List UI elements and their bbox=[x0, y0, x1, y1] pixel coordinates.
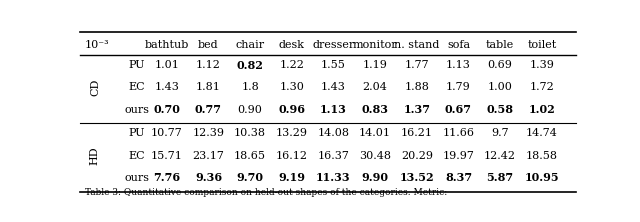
Text: 9.36: 9.36 bbox=[195, 172, 222, 183]
Text: 16.37: 16.37 bbox=[317, 151, 349, 161]
Text: 10⁻³: 10⁻³ bbox=[85, 40, 109, 50]
Text: 0.69: 0.69 bbox=[488, 60, 513, 70]
Text: 14.08: 14.08 bbox=[317, 129, 349, 139]
Text: 14.01: 14.01 bbox=[359, 129, 391, 139]
Text: 1.22: 1.22 bbox=[279, 60, 304, 70]
Text: 1.8: 1.8 bbox=[241, 82, 259, 92]
Text: 18.58: 18.58 bbox=[526, 151, 558, 161]
Text: desk: desk bbox=[279, 40, 305, 50]
Text: bed: bed bbox=[198, 40, 219, 50]
Text: 30.48: 30.48 bbox=[359, 151, 391, 161]
Text: 0.77: 0.77 bbox=[195, 104, 222, 115]
Text: 1.43: 1.43 bbox=[154, 82, 179, 92]
Text: 1.02: 1.02 bbox=[529, 104, 555, 115]
Text: 0.67: 0.67 bbox=[445, 104, 472, 115]
Text: 1.19: 1.19 bbox=[363, 60, 388, 70]
Text: 14.74: 14.74 bbox=[526, 129, 557, 139]
Text: CD: CD bbox=[90, 79, 100, 96]
Text: ours: ours bbox=[125, 105, 150, 115]
Text: 13.52: 13.52 bbox=[399, 172, 434, 183]
Text: 23.17: 23.17 bbox=[193, 151, 225, 161]
Text: 1.81: 1.81 bbox=[196, 82, 221, 92]
Text: Table 3: Quantitative comparison on held-out shapes of the categories. Metric:: Table 3: Quantitative comparison on held… bbox=[85, 188, 447, 197]
Text: HD: HD bbox=[90, 146, 100, 165]
Text: 9.70: 9.70 bbox=[237, 172, 264, 183]
Text: n. stand: n. stand bbox=[394, 40, 440, 50]
Text: 1.77: 1.77 bbox=[404, 60, 429, 70]
Text: 2.04: 2.04 bbox=[363, 82, 388, 92]
Text: 11.66: 11.66 bbox=[442, 129, 474, 139]
Text: 8.37: 8.37 bbox=[445, 172, 472, 183]
Text: 16.21: 16.21 bbox=[401, 129, 433, 139]
Text: 1.55: 1.55 bbox=[321, 60, 346, 70]
Text: 1.88: 1.88 bbox=[404, 82, 429, 92]
Text: 1.72: 1.72 bbox=[529, 82, 554, 92]
Text: 9.90: 9.90 bbox=[362, 172, 388, 183]
Text: 1.13: 1.13 bbox=[320, 104, 347, 115]
Text: 18.65: 18.65 bbox=[234, 151, 266, 161]
Text: 11.33: 11.33 bbox=[316, 172, 351, 183]
Text: 1.12: 1.12 bbox=[196, 60, 221, 70]
Text: table: table bbox=[486, 40, 514, 50]
Text: 16.12: 16.12 bbox=[276, 151, 308, 161]
Text: PU: PU bbox=[129, 60, 145, 70]
Text: 0.83: 0.83 bbox=[362, 104, 388, 115]
Text: 12.39: 12.39 bbox=[193, 129, 225, 139]
Text: chair: chair bbox=[236, 40, 265, 50]
Text: 1.01: 1.01 bbox=[154, 60, 179, 70]
Text: EC: EC bbox=[129, 82, 145, 92]
Text: 0.90: 0.90 bbox=[237, 105, 262, 115]
Text: 7.76: 7.76 bbox=[153, 172, 180, 183]
Text: 0.70: 0.70 bbox=[154, 104, 180, 115]
Text: 9.7: 9.7 bbox=[492, 129, 509, 139]
Text: 1.79: 1.79 bbox=[446, 82, 471, 92]
Text: 1.13: 1.13 bbox=[446, 60, 471, 70]
Text: PU: PU bbox=[129, 129, 145, 139]
Text: 20.29: 20.29 bbox=[401, 151, 433, 161]
Text: 1.43: 1.43 bbox=[321, 82, 346, 92]
Text: 0.58: 0.58 bbox=[486, 104, 514, 115]
Text: 1.37: 1.37 bbox=[403, 104, 430, 115]
Text: dresser: dresser bbox=[312, 40, 355, 50]
Text: toilet: toilet bbox=[527, 40, 556, 50]
Text: 5.87: 5.87 bbox=[486, 172, 514, 183]
Text: 12.42: 12.42 bbox=[484, 151, 516, 161]
Text: 10.38: 10.38 bbox=[234, 129, 266, 139]
Text: sofa: sofa bbox=[447, 40, 470, 50]
Text: monitor: monitor bbox=[353, 40, 397, 50]
Text: 10.95: 10.95 bbox=[524, 172, 559, 183]
Text: 1.00: 1.00 bbox=[488, 82, 513, 92]
Text: 19.97: 19.97 bbox=[442, 151, 474, 161]
Text: 15.71: 15.71 bbox=[151, 151, 183, 161]
Text: EC: EC bbox=[129, 151, 145, 161]
Text: ours: ours bbox=[125, 173, 150, 183]
Text: 13.29: 13.29 bbox=[276, 129, 308, 139]
Text: 10.77: 10.77 bbox=[151, 129, 182, 139]
Text: bathtub: bathtub bbox=[145, 40, 189, 50]
Text: 0.96: 0.96 bbox=[278, 104, 305, 115]
Text: 1.30: 1.30 bbox=[279, 82, 304, 92]
Text: 1.39: 1.39 bbox=[529, 60, 554, 70]
Text: 0.82: 0.82 bbox=[237, 59, 264, 71]
Text: 9.19: 9.19 bbox=[278, 172, 305, 183]
